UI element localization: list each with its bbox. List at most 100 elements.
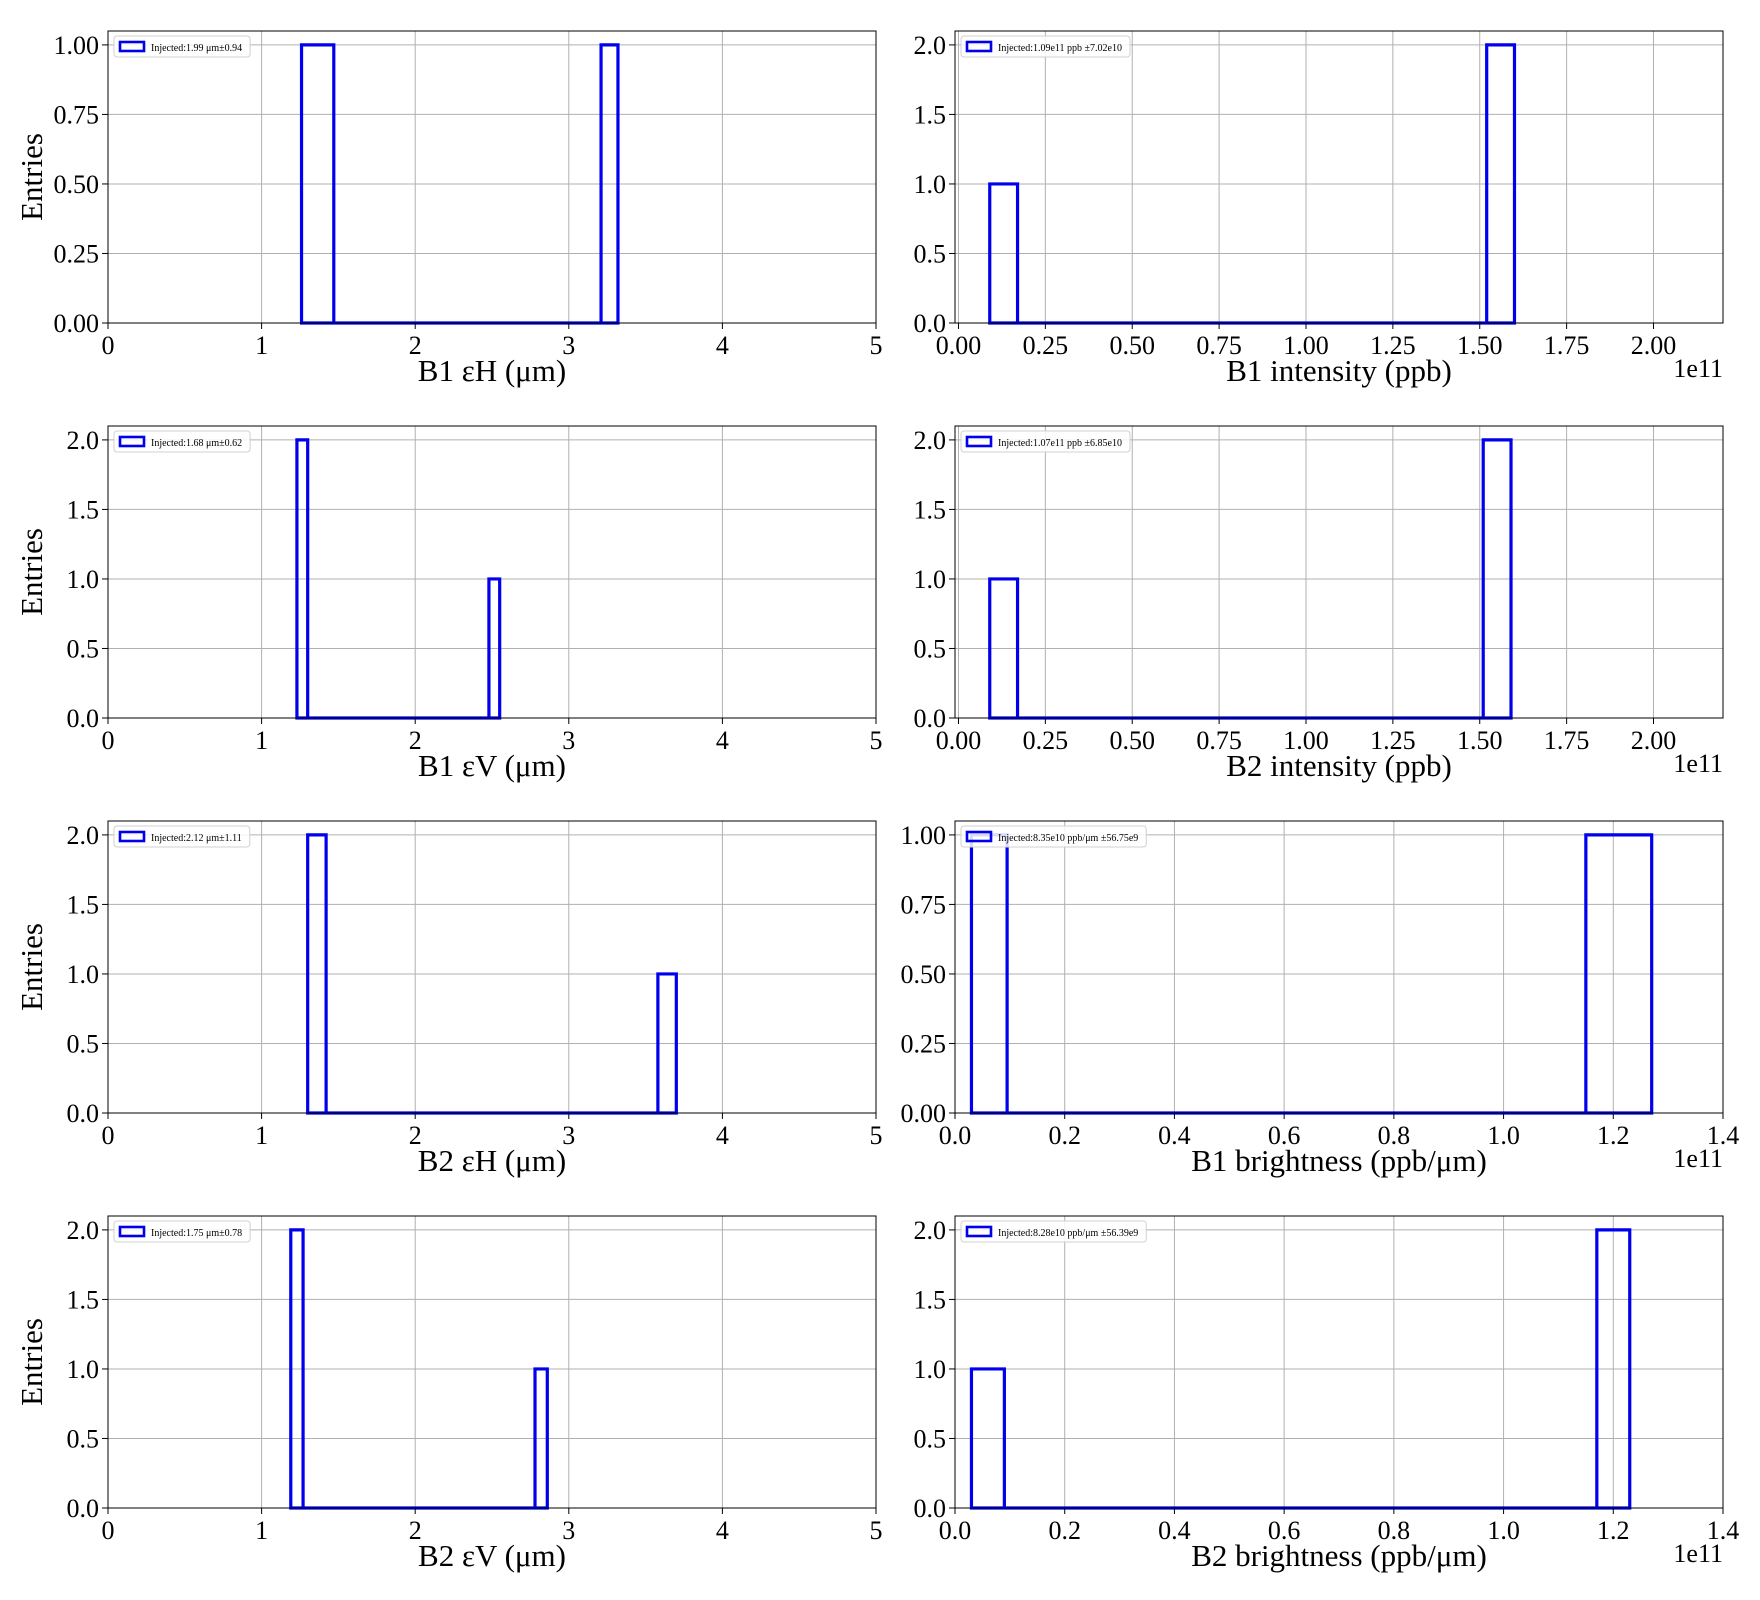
legend: Injected:1.99 μm±0.94 <box>113 35 251 58</box>
y-tick-label: 1.5 <box>914 495 947 524</box>
y-tick-label: 0.75 <box>901 890 947 919</box>
subplot-0: 0 1 2 3 4 5 0.00 0.25 0.50 0.75 1.00 B1 εH (μm) Entr… <box>14 30 883 388</box>
subplot-4: 0 1 2 3 4 5 0.0 0.5 1.0 1.5 2.0 B2 εH (μm) Entries In… <box>14 820 883 1178</box>
y-tick-label: 1.0 <box>914 565 947 594</box>
subplot-1: 0.00 0.25 0.50 0.75 1.00 1.25 1.50 1.75 2.00 0.0 0… <box>914 30 1724 388</box>
x-tick-label: 0.25 <box>1023 331 1069 360</box>
x-tick-label: 0.2 <box>1048 1121 1081 1150</box>
y-tick-label: 0.75 <box>54 100 100 129</box>
x-offset-label: 1e11 <box>1673 1144 1723 1173</box>
x-tick-label: 5 <box>870 331 883 360</box>
x-tick-label: 0 <box>102 1516 115 1545</box>
x-axis-label: B2 intensity (ppb) <box>1226 748 1452 783</box>
y-axis-label: Entries <box>14 923 49 1011</box>
legend: Injected:1.09e11 ppb ±7.02e10 <box>960 35 1131 58</box>
y-tick-label: 0.0 <box>67 1494 100 1523</box>
x-axis-label: B1 εH (μm) <box>418 353 566 388</box>
x-tick-label: 5 <box>870 726 883 755</box>
x-tick-label: 0.50 <box>1109 331 1155 360</box>
x-tick-label: 2 <box>409 726 422 755</box>
legend: Injected:1.07e11 ppb ±6.85e10 <box>960 430 1131 453</box>
legend-swatch <box>118 40 146 53</box>
y-tick-label: 0.5 <box>914 1424 947 1453</box>
y-tick-label: 2.0 <box>67 1216 100 1245</box>
y-tick-label: 0.00 <box>901 1099 947 1128</box>
x-tick-label: 2 <box>409 331 422 360</box>
legend-label: Injected:1.75 μm±0.78 <box>151 1228 242 1239</box>
legend-box <box>960 35 1131 58</box>
x-tick-label: 1 <box>255 726 268 755</box>
x-offset-label: 1e11 <box>1673 1539 1723 1568</box>
y-tick-label: 0.0 <box>914 309 947 338</box>
x-tick-label: 0.75 <box>1196 331 1242 360</box>
y-tick-label: 1.5 <box>67 495 100 524</box>
x-tick-label: 1.25 <box>1370 726 1416 755</box>
legend-label: Injected:8.28e10 ppb/μm ±56.39e9 <box>998 1228 1138 1239</box>
axes-frame <box>954 30 1724 324</box>
y-tick-label: 0.0 <box>67 704 100 733</box>
x-tick-label: 0 <box>102 1121 115 1150</box>
x-axis-label: B2 brightness (ppb/μm) <box>1191 1538 1487 1573</box>
legend: Injected:1.68 μm±0.62 <box>113 430 251 453</box>
x-tick-label: 3 <box>562 726 575 755</box>
legend-swatch <box>965 1225 993 1238</box>
x-axis-label: B1 εV (μm) <box>418 748 566 783</box>
y-tick-label: 0.5 <box>914 634 947 663</box>
x-tick-label: 1.0 <box>1487 1121 1520 1150</box>
x-tick-label: 0.6 <box>1268 1121 1301 1150</box>
subplot-5: 0.0 0.2 0.4 0.6 0.8 1.0 1.2 1.4 0.00 0.25 0.50 0.75… <box>901 820 1740 1178</box>
x-tick-label: 0 <box>102 726 115 755</box>
x-tick-label: 1.25 <box>1370 331 1416 360</box>
legend-box <box>960 430 1131 453</box>
x-tick-label: 3 <box>562 1516 575 1545</box>
y-tick-label: 1.0 <box>67 565 100 594</box>
x-tick-label: 0 <box>102 331 115 360</box>
x-tick-label: 1.4 <box>1707 1121 1740 1150</box>
legend-swatch <box>118 435 146 448</box>
x-tick-label: 1.00 <box>1283 726 1329 755</box>
axes-frame <box>954 425 1724 719</box>
y-tick-label: 1.00 <box>54 31 100 60</box>
legend-label: Injected:1.99 μm±0.94 <box>151 43 242 54</box>
x-axis-label: B2 εV (μm) <box>418 1538 566 1573</box>
legend-label: Injected:8.35e10 ppb/μm ±56.75e9 <box>998 833 1138 844</box>
legend-label: Injected:1.68 μm±0.62 <box>151 438 242 449</box>
y-axis-label: Entries <box>14 1318 49 1406</box>
x-tick-label: 1.2 <box>1597 1516 1630 1545</box>
legend-box <box>113 1220 251 1243</box>
subplot-6: 0 1 2 3 4 5 0.0 0.5 1.0 1.5 2.0 B2 εV (μm) Entries In… <box>14 1215 883 1573</box>
legend-swatch <box>965 435 993 448</box>
x-tick-label: 2 <box>409 1516 422 1545</box>
legend-swatch <box>965 830 993 843</box>
y-tick-label: 1.00 <box>901 821 947 850</box>
y-tick-label: 0.25 <box>54 239 100 268</box>
x-tick-label: 1.75 <box>1544 331 1590 360</box>
legend-label: Injected:2.12 μm±1.11 <box>151 833 242 844</box>
y-tick-label: 1.0 <box>914 170 947 199</box>
y-tick-label: 0.0 <box>67 1099 100 1128</box>
x-tick-label: 2.00 <box>1631 726 1677 755</box>
y-tick-label: 0.5 <box>914 239 947 268</box>
x-tick-label: 5 <box>870 1516 883 1545</box>
x-tick-label: 1 <box>255 1121 268 1150</box>
y-tick-label: 1.5 <box>914 1285 947 1314</box>
axes-frame <box>107 1215 877 1509</box>
legend-label: Injected:1.09e11 ppb ±7.02e10 <box>998 43 1122 54</box>
x-tick-label: 0.00 <box>936 726 982 755</box>
x-tick-label: 4 <box>716 331 729 360</box>
x-tick-label: 0.0 <box>939 1516 972 1545</box>
y-tick-label: 2.0 <box>914 31 947 60</box>
axes-frame <box>107 820 877 1114</box>
legend-swatch <box>118 1225 146 1238</box>
x-tick-label: 3 <box>562 331 575 360</box>
y-tick-label: 1.0 <box>67 960 100 989</box>
x-tick-label: 0.4 <box>1158 1121 1191 1150</box>
y-tick-label: 1.5 <box>914 100 947 129</box>
legend-box <box>113 430 251 453</box>
legend-swatch <box>965 40 993 53</box>
legend: Injected:2.12 μm±1.11 <box>113 825 251 848</box>
y-tick-label: 0.0 <box>914 704 947 733</box>
subplot-7: 0.0 0.2 0.4 0.6 0.8 1.0 1.2 1.4 0.0 0.5 1.0 1.5 2.0 B… <box>914 1215 1739 1573</box>
x-tick-label: 1.2 <box>1597 1121 1630 1150</box>
